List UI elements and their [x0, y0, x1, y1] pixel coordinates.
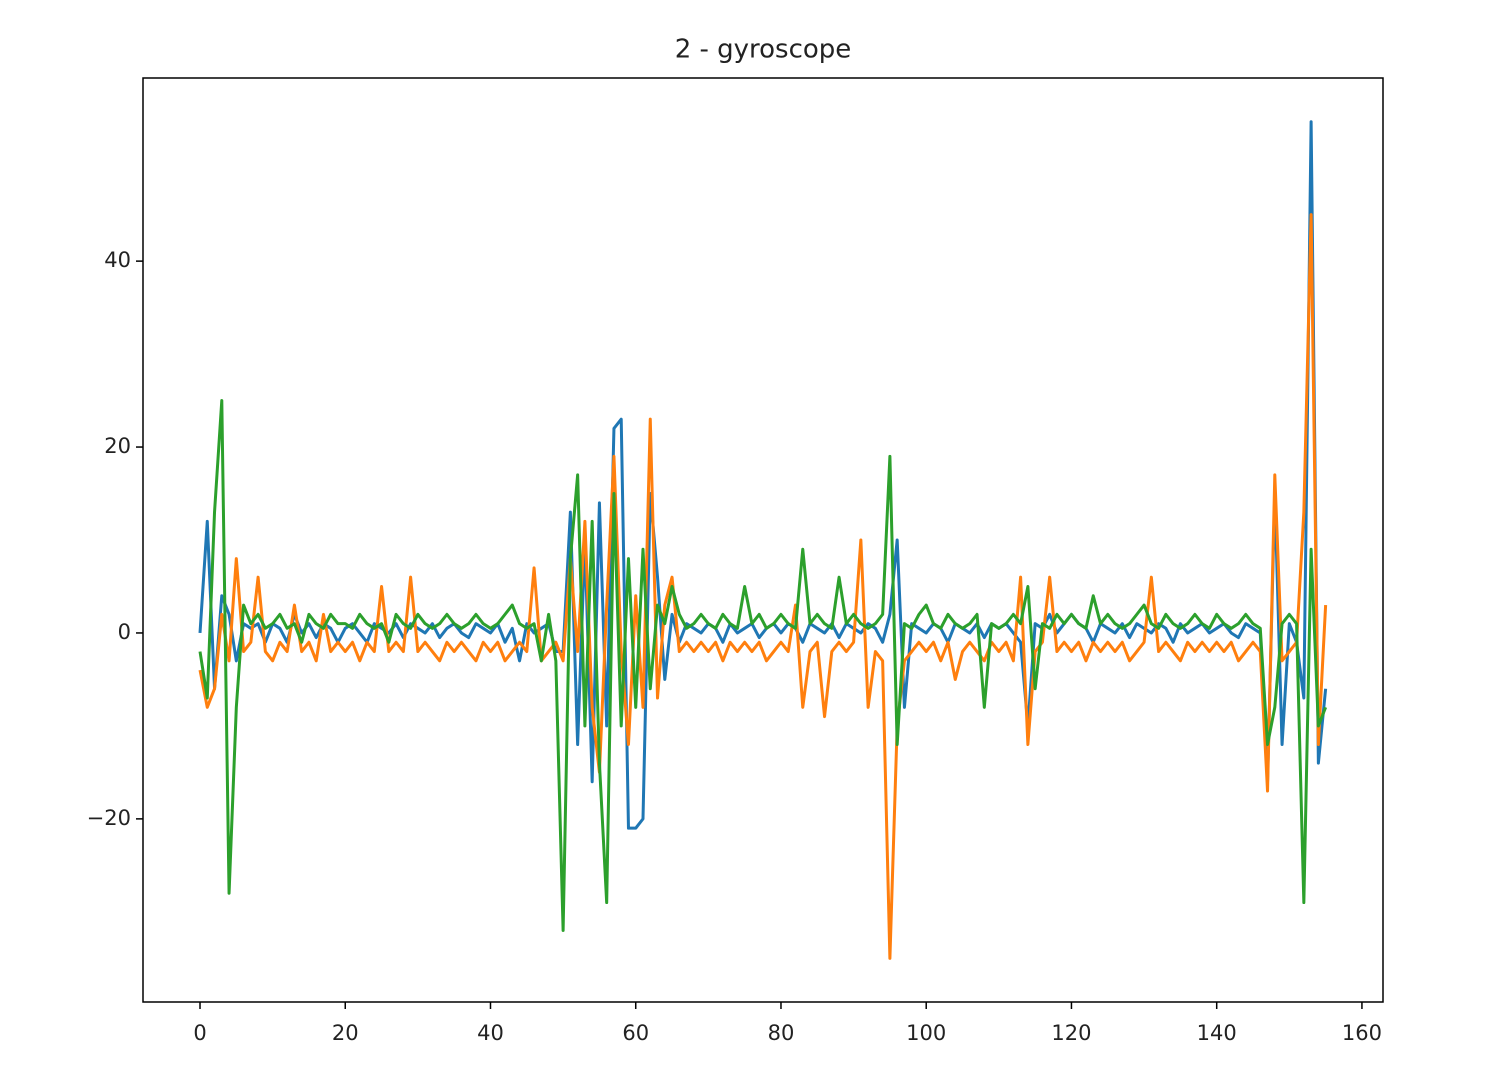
- chart-title: 2 - gyroscope: [675, 35, 852, 65]
- plot-frame: [142, 77, 1384, 1003]
- y-tick-label: −20: [87, 806, 131, 830]
- x-tick-label: 120: [1051, 1021, 1091, 1045]
- series-line: [198, 399, 1328, 932]
- series-line: [198, 213, 1328, 960]
- y-tick-label: 40: [104, 248, 131, 272]
- x-tick-label: 160: [1342, 1021, 1382, 1045]
- y-tick-label: 0: [118, 620, 131, 644]
- y-tick-label: 20: [104, 434, 131, 458]
- x-tick-label: 100: [906, 1021, 946, 1045]
- x-tick-label: 60: [622, 1021, 649, 1045]
- x-tick-label: 40: [477, 1021, 504, 1045]
- x-tick-label: 0: [193, 1021, 206, 1045]
- x-tick-label: 80: [768, 1021, 795, 1045]
- x-tick-label: 20: [332, 1021, 359, 1045]
- series-line: [198, 120, 1328, 830]
- x-tick-label: 140: [1197, 1021, 1237, 1045]
